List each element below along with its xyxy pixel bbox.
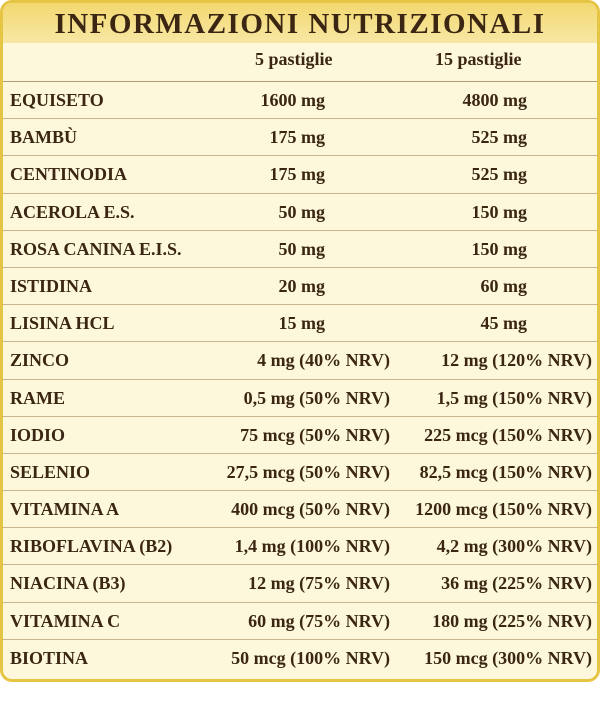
nutrient-name: VITAMINA C <box>10 610 121 631</box>
nutrient-name: BAMBÙ <box>10 127 77 148</box>
nutrient-row: BAMBÙ 175 mg 525 mg <box>3 119 597 157</box>
nutrient-amount: 20 mg <box>278 275 326 296</box>
nutrient-name: LISINA HCL <box>10 313 115 334</box>
nutrient-row: ROSA CANINA E.I.S. 50 mg 150 mg <box>3 231 597 268</box>
nutrient-amount: 1200 mcg (150% NRV) <box>415 499 592 520</box>
nutrient-name: IODIO <box>10 424 66 445</box>
nutrient-amount: 175 mg <box>269 164 326 185</box>
nutrient-amount: 525 mg <box>471 127 528 148</box>
nutrient-amount: 1,4 mg (100% NRV) <box>234 536 390 557</box>
nutrient-amount: 50 mg <box>278 201 326 222</box>
nutrient-row: CENTINODIA 175 mg 525 mg <box>3 156 597 194</box>
column-header: 15 pastiglie <box>435 49 522 69</box>
nutrient-row: VITAMINA A 400 mcg (50% NRV) 1200 mcg (150… <box>3 491 597 529</box>
nutrient-name: VITAMINA A <box>10 499 120 520</box>
nutrient-row: RAME 0,5 mg (50% NRV) 1,5 mg (150% NRV) <box>3 380 597 417</box>
column-headers: 5 pastiglie 15 pastiglie <box>3 43 597 82</box>
nutrient-amount: 4800 mg <box>462 90 528 110</box>
nutrient-name: RAME <box>10 387 65 408</box>
nutrient-amount: 82,5 mcg (150% NRV) <box>419 461 592 482</box>
panel-title: INFORMAZIONI NUTRIZIONALI <box>3 3 597 43</box>
nutrient-amount: 4,2 mg (300% NRV) <box>436 536 592 557</box>
nutrient-amount: 27,5 mcg (50% NRV) <box>226 461 390 482</box>
nutrient-amount: 75 mcg (50% NRV) <box>240 424 390 445</box>
nutrient-name: EQUISETO <box>10 90 104 110</box>
column-header: 5 pastiglie <box>255 49 333 69</box>
nutrient-row: ACEROLA E.S. 50 mg 150 mg <box>3 194 597 231</box>
nutrient-amount: 180 mg (225% NRV) <box>432 610 592 631</box>
nutrient-amount: 50 mcg (100% NRV) <box>231 647 390 668</box>
nutrient-name: ISTIDINA <box>10 275 93 296</box>
nutrition-panel: INFORMAZIONI NUTRIZIONALI 5 pastiglie 15… <box>0 0 600 682</box>
nutrient-amount: 0,5 mg (50% NRV) <box>243 387 390 408</box>
nutrient-amount: 150 mcg (300% NRV) <box>424 647 592 668</box>
nutrient-amount: 175 mg <box>269 127 326 148</box>
nutrient-row: SELENIO 27,5 mcg (50% NRV) 82,5 mcg (150% … <box>3 454 597 492</box>
nutrient-row: ISTIDINA 20 mg 60 mg <box>3 268 597 306</box>
nutrient-amount: 1,5 mg (150% NRV) <box>436 387 592 408</box>
nutrient-row: RIBOFLAVINA (B2) 1,4 mg (100% NRV) 4,2 mg … <box>3 528 597 566</box>
nutrient-name: RIBOFLAVINA (B2) <box>10 536 173 557</box>
nutrient-name: SELENIO <box>10 461 91 482</box>
nutrient-amount: 12 mg (120% NRV) <box>441 350 592 371</box>
nutrient-name: CENTINODIA <box>10 164 128 185</box>
nutrient-amount: 150 mg <box>471 201 528 222</box>
nutrient-row: ZINCO 4 mg (40% NRV) 12 mg (120% NRV) <box>3 342 597 380</box>
nutrient-amount: 1600 mg <box>260 90 326 110</box>
nutrient-amount: 60 mg <box>480 275 528 296</box>
nutrient-amount: 400 mcg (50% NRV) <box>231 499 390 520</box>
nutrient-row: NIACINA (B3) 12 mg (75% NRV) 36 mg (225% N… <box>3 565 597 603</box>
nutrient-amount: 12 mg (75% NRV) <box>248 573 390 594</box>
nutrient-name: BIOTINA <box>10 647 89 668</box>
nutrient-amount: 525 mg <box>471 164 528 185</box>
nutrient-row: IODIO 75 mcg (50% NRV) 225 mcg (150% NRV) <box>3 417 597 454</box>
nutrient-name: ACEROLA E.S. <box>10 201 135 222</box>
nutrient-amount: 60 mg (75% NRV) <box>248 610 390 631</box>
nutrient-row: LISINA HCL 15 mg 45 mg <box>3 305 597 343</box>
nutrient-name: ROSA CANINA E.I.S. <box>10 238 182 259</box>
nutrition-rows: EQUISETO 1600 mg 4800 mg BAMBÙ 175 mg 525 mg C… <box>3 82 597 676</box>
nutrient-amount: 45 mg <box>480 313 528 334</box>
nutrient-amount: 15 mg <box>278 313 326 334</box>
nutrient-row: EQUISETO 1600 mg 4800 mg <box>3 82 597 120</box>
nutrient-amount: 4 mg (40% NRV) <box>257 350 390 371</box>
nutrient-amount: 150 mg <box>471 238 528 259</box>
nutrient-amount: 36 mg (225% NRV) <box>441 573 592 594</box>
nutrient-name: NIACINA (B3) <box>10 573 126 594</box>
nutrient-row: BIOTINA 50 mcg (100% NRV) 150 mcg (300% NR… <box>3 640 597 676</box>
nutrient-row: VITAMINA C 60 mg (75% NRV) 180 mg (225% NR… <box>3 603 597 640</box>
nutrient-amount: 225 mcg (150% NRV) <box>424 424 592 445</box>
nutrient-name: ZINCO <box>10 350 70 371</box>
nutrient-amount: 50 mg <box>278 238 326 259</box>
